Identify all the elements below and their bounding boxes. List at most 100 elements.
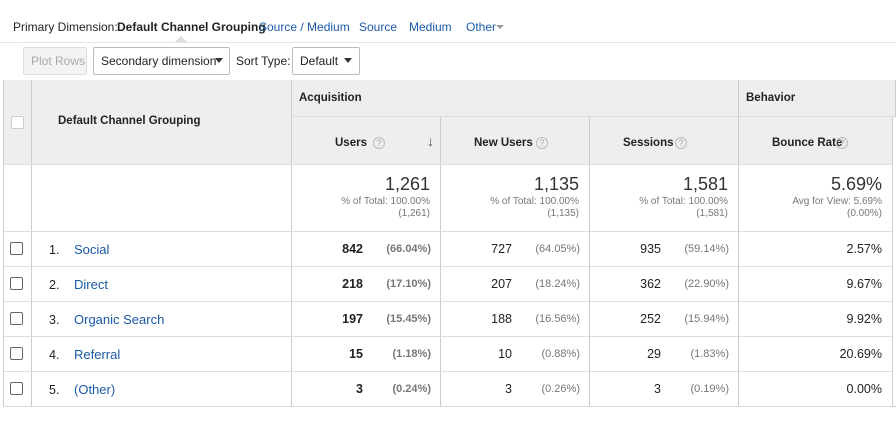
row-checkbox[interactable] xyxy=(10,242,23,255)
column-header[interactable] xyxy=(739,117,893,165)
group-header: Acquisition xyxy=(292,80,739,117)
cell-value: 3 xyxy=(505,382,512,396)
column-title: New Users xyxy=(474,137,533,149)
sort-arrow: ↓ xyxy=(427,133,434,149)
row-checkbox[interactable] xyxy=(10,312,23,325)
cell-value: 9.67% xyxy=(846,277,882,291)
cell-value: 3 xyxy=(356,382,363,396)
cell-percent: (0.19%) xyxy=(690,383,729,395)
row-checkbox[interactable] xyxy=(10,382,23,395)
dimension-tab[interactable]: Other xyxy=(466,20,497,34)
row-cell xyxy=(4,302,32,337)
cell-value: 935 xyxy=(640,242,661,256)
dimension-tab[interactable]: Source / Medium xyxy=(259,20,350,34)
row-cell xyxy=(590,372,739,407)
secondary-dimension[interactable]: Secondary dimension xyxy=(93,47,230,75)
row-cell xyxy=(590,302,739,337)
total-note: (1,581) xyxy=(696,208,728,219)
cell-percent: (59.14%) xyxy=(684,243,729,255)
row-index: 3. xyxy=(49,313,60,327)
row-checkbox[interactable] xyxy=(10,277,23,290)
row-cell xyxy=(739,372,893,407)
row-cell xyxy=(739,302,893,337)
total-note: % of Total: 100.00% xyxy=(490,196,579,207)
row-cell xyxy=(32,267,292,302)
help-icon: ? xyxy=(675,137,687,149)
help-icon: ? xyxy=(373,137,385,149)
cell-value: 29 xyxy=(647,347,661,361)
row-cell xyxy=(739,232,893,267)
cell-percent: (15.45%) xyxy=(386,313,431,325)
dimension-tab[interactable]: Default Channel Grouping xyxy=(117,20,266,34)
dropdown-caret xyxy=(496,25,504,29)
total-value: 1,581 xyxy=(682,174,728,194)
row-cell xyxy=(292,267,441,302)
cell-value: 0.00% xyxy=(846,382,882,396)
dropdown-caret xyxy=(344,58,352,63)
row-name[interactable]: Direct xyxy=(74,277,108,292)
row-cell xyxy=(32,302,292,337)
sort-label: Sort Type: xyxy=(236,54,291,68)
row-cell xyxy=(590,337,739,372)
dimension-tab[interactable]: Medium xyxy=(409,20,452,34)
row-index: 1. xyxy=(49,243,60,257)
row-cell xyxy=(441,372,590,407)
total-note: (1,261) xyxy=(398,208,430,219)
row-cell xyxy=(739,337,893,372)
column-header[interactable] xyxy=(292,117,441,165)
totals-cell xyxy=(292,165,441,232)
cell-value: 9.92% xyxy=(846,312,882,326)
row-cell xyxy=(292,302,441,337)
total-note: Avg for View: 5.69% xyxy=(792,196,882,207)
row-index: 2. xyxy=(49,278,60,292)
total-value: 5.69% xyxy=(830,174,882,194)
row-name[interactable]: Referral xyxy=(74,347,121,362)
row-cell xyxy=(441,267,590,302)
total-value: 1,135 xyxy=(533,174,579,194)
row-cell xyxy=(4,372,32,407)
cell-value: 2.57% xyxy=(846,242,882,256)
row-cell xyxy=(739,267,893,302)
row-cell xyxy=(441,232,590,267)
totals-cell xyxy=(441,165,590,232)
totals-cell xyxy=(590,165,739,232)
help-icon: ? xyxy=(836,137,848,149)
cell-value: 727 xyxy=(491,242,512,256)
cell-value: 842 xyxy=(342,242,363,256)
row-index: 5. xyxy=(49,383,60,397)
totals-cell xyxy=(4,165,32,232)
cell-percent: (1.83%) xyxy=(690,348,729,360)
cell-value: 20.69% xyxy=(839,347,882,361)
active-tab-marker xyxy=(175,36,187,42)
cell-percent: (16.56%) xyxy=(535,313,580,325)
row-cell xyxy=(441,302,590,337)
dimension-tab[interactable]: Source xyxy=(359,20,398,34)
totals-cell xyxy=(32,165,292,232)
plot-rows-button[interactable]: Plot Rows xyxy=(23,47,87,75)
primary-label: Primary Dimension: xyxy=(13,20,118,34)
dimension-header: Default Channel Grouping xyxy=(32,80,292,165)
cell-value: 188 xyxy=(491,312,512,326)
row-cell xyxy=(32,337,292,372)
row-name[interactable]: (Other) xyxy=(74,382,116,397)
select-all[interactable] xyxy=(11,116,24,129)
cell-value: 207 xyxy=(491,277,512,291)
cell-percent: (64.05%) xyxy=(535,243,580,255)
row-name[interactable]: Organic Search xyxy=(74,312,165,327)
row-cell xyxy=(292,372,441,407)
cell-percent: (17.10%) xyxy=(386,278,431,290)
cell-percent: (66.04%) xyxy=(386,243,431,255)
cell-percent: (15.94%) xyxy=(684,313,729,325)
total-note: (0.00%) xyxy=(846,208,882,219)
row-cell xyxy=(4,267,32,302)
row-name[interactable]: Social xyxy=(74,242,110,257)
total-value: 1,261 xyxy=(384,174,430,194)
row-checkbox[interactable] xyxy=(10,347,23,360)
column-header[interactable] xyxy=(441,117,590,165)
column-header[interactable] xyxy=(590,117,739,165)
cell-percent: (0.24%) xyxy=(392,383,431,395)
total-note: % of Total: 100.00% xyxy=(341,196,430,207)
sort-dropdown[interactable]: Default xyxy=(292,47,360,75)
toolbar-divider xyxy=(0,42,896,43)
